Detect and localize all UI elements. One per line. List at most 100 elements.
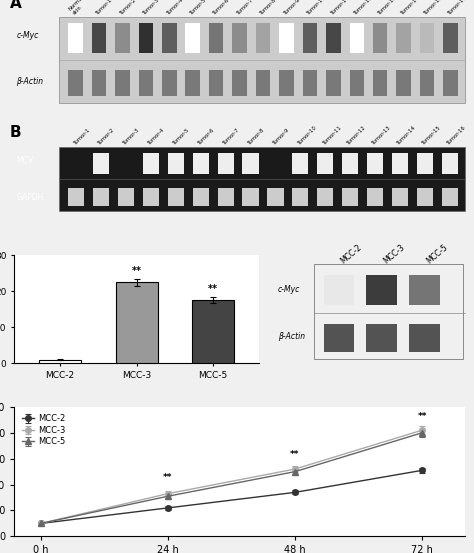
FancyBboxPatch shape bbox=[392, 153, 408, 174]
Text: Tumor-11: Tumor-11 bbox=[322, 125, 343, 146]
FancyBboxPatch shape bbox=[267, 188, 283, 206]
FancyBboxPatch shape bbox=[143, 188, 159, 206]
FancyBboxPatch shape bbox=[143, 153, 159, 174]
Text: Tumor-15: Tumor-15 bbox=[424, 0, 445, 15]
Text: **: ** bbox=[163, 473, 173, 482]
FancyBboxPatch shape bbox=[168, 188, 184, 206]
FancyBboxPatch shape bbox=[91, 70, 106, 96]
Text: **: ** bbox=[290, 450, 300, 458]
FancyBboxPatch shape bbox=[443, 23, 458, 53]
FancyBboxPatch shape bbox=[326, 23, 341, 53]
Text: Tumor-15: Tumor-15 bbox=[421, 125, 442, 146]
Text: Tumor-1: Tumor-1 bbox=[73, 127, 91, 146]
Text: Tumor-4: Tumor-4 bbox=[147, 127, 166, 146]
FancyBboxPatch shape bbox=[324, 324, 355, 352]
FancyBboxPatch shape bbox=[342, 188, 358, 206]
FancyBboxPatch shape bbox=[162, 23, 176, 53]
Text: Tumor-12: Tumor-12 bbox=[353, 0, 374, 15]
Text: MCC-5: MCC-5 bbox=[424, 243, 449, 265]
Text: Tumor-1: Tumor-1 bbox=[95, 0, 114, 15]
Text: Tumor-13: Tumor-13 bbox=[377, 0, 398, 15]
FancyBboxPatch shape bbox=[192, 153, 209, 174]
Text: Normal
skin: Normal skin bbox=[68, 0, 89, 15]
Text: B: B bbox=[9, 125, 21, 140]
FancyBboxPatch shape bbox=[349, 70, 364, 96]
FancyBboxPatch shape bbox=[279, 70, 294, 96]
FancyBboxPatch shape bbox=[209, 23, 223, 53]
FancyBboxPatch shape bbox=[243, 153, 259, 174]
FancyBboxPatch shape bbox=[420, 23, 434, 53]
Text: β-Actin: β-Actin bbox=[278, 332, 305, 341]
FancyBboxPatch shape bbox=[168, 153, 184, 174]
Text: Tumor-6: Tumor-6 bbox=[213, 0, 231, 15]
FancyBboxPatch shape bbox=[409, 324, 440, 352]
FancyBboxPatch shape bbox=[292, 188, 309, 206]
FancyBboxPatch shape bbox=[396, 23, 411, 53]
FancyBboxPatch shape bbox=[232, 23, 247, 53]
FancyBboxPatch shape bbox=[417, 188, 433, 206]
Text: Tumor-5: Tumor-5 bbox=[173, 127, 191, 146]
FancyBboxPatch shape bbox=[373, 23, 387, 53]
Text: Tumor-16: Tumor-16 bbox=[447, 0, 468, 15]
FancyBboxPatch shape bbox=[118, 188, 134, 206]
Text: Tumor-9: Tumor-9 bbox=[283, 0, 301, 15]
FancyBboxPatch shape bbox=[292, 153, 309, 174]
FancyBboxPatch shape bbox=[185, 23, 200, 53]
FancyBboxPatch shape bbox=[367, 153, 383, 174]
FancyBboxPatch shape bbox=[349, 23, 364, 53]
FancyBboxPatch shape bbox=[243, 188, 259, 206]
Text: Tumor-8: Tumor-8 bbox=[259, 0, 278, 15]
Text: A: A bbox=[9, 0, 21, 12]
FancyBboxPatch shape bbox=[68, 188, 84, 206]
Text: Tumor-3: Tumor-3 bbox=[122, 128, 141, 146]
Text: Tumor-10: Tumor-10 bbox=[306, 0, 328, 15]
FancyBboxPatch shape bbox=[317, 188, 333, 206]
Legend: MCC-2, MCC-3, MCC-5: MCC-2, MCC-3, MCC-5 bbox=[18, 411, 69, 450]
Text: β-Actin: β-Actin bbox=[17, 77, 44, 86]
Text: Tumor-12: Tumor-12 bbox=[346, 125, 368, 146]
Text: Tumor-4: Tumor-4 bbox=[166, 0, 184, 15]
FancyBboxPatch shape bbox=[443, 70, 458, 96]
Bar bbox=[192, 300, 234, 363]
FancyBboxPatch shape bbox=[192, 188, 209, 206]
FancyBboxPatch shape bbox=[317, 153, 333, 174]
Text: Tumor-11: Tumor-11 bbox=[330, 0, 351, 15]
Text: Tumor-9: Tumor-9 bbox=[272, 127, 291, 146]
Text: **: ** bbox=[132, 265, 142, 276]
Text: MCC-2: MCC-2 bbox=[339, 243, 364, 265]
FancyBboxPatch shape bbox=[302, 23, 317, 53]
FancyBboxPatch shape bbox=[138, 23, 153, 53]
FancyBboxPatch shape bbox=[218, 188, 234, 206]
FancyBboxPatch shape bbox=[442, 153, 458, 174]
FancyBboxPatch shape bbox=[409, 275, 440, 305]
FancyBboxPatch shape bbox=[420, 70, 434, 96]
Text: Tumor-13: Tumor-13 bbox=[372, 125, 392, 146]
Text: Tumor-14: Tumor-14 bbox=[400, 0, 421, 15]
Text: Tumor-2: Tumor-2 bbox=[98, 127, 116, 146]
Bar bbox=[116, 282, 158, 363]
FancyBboxPatch shape bbox=[256, 23, 270, 53]
FancyBboxPatch shape bbox=[417, 153, 433, 174]
Text: Tumor-10: Tumor-10 bbox=[297, 125, 318, 146]
FancyBboxPatch shape bbox=[367, 188, 383, 206]
FancyBboxPatch shape bbox=[342, 153, 358, 174]
FancyBboxPatch shape bbox=[232, 70, 247, 96]
FancyBboxPatch shape bbox=[162, 70, 176, 96]
FancyBboxPatch shape bbox=[366, 324, 397, 352]
FancyBboxPatch shape bbox=[324, 275, 355, 305]
FancyBboxPatch shape bbox=[279, 23, 294, 53]
FancyBboxPatch shape bbox=[326, 70, 341, 96]
Text: Tumor-6: Tumor-6 bbox=[197, 127, 216, 146]
FancyBboxPatch shape bbox=[366, 275, 397, 305]
Text: Tumor-7: Tumor-7 bbox=[236, 0, 255, 15]
Text: c-Myc: c-Myc bbox=[17, 31, 39, 40]
Text: Tumor-8: Tumor-8 bbox=[247, 127, 265, 146]
FancyBboxPatch shape bbox=[115, 70, 129, 96]
Text: MCV: MCV bbox=[17, 156, 34, 165]
Bar bbox=[39, 359, 81, 363]
FancyBboxPatch shape bbox=[59, 147, 465, 211]
FancyBboxPatch shape bbox=[185, 70, 200, 96]
Text: GAPDH: GAPDH bbox=[17, 192, 44, 202]
Text: **: ** bbox=[418, 412, 427, 421]
FancyBboxPatch shape bbox=[302, 70, 317, 96]
